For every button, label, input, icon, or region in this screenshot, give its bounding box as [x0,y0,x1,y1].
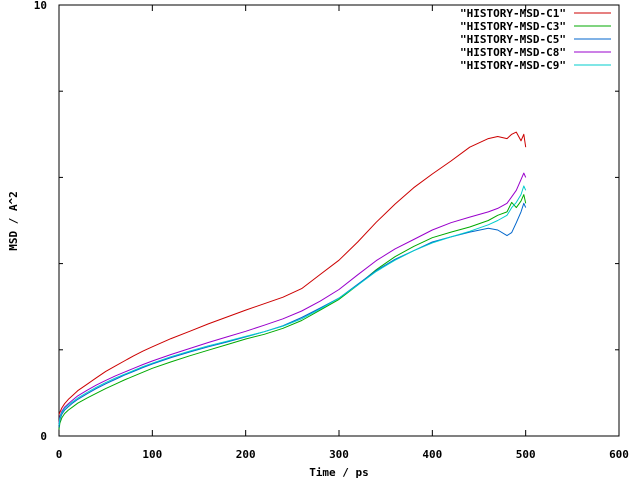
y-axis-label: MSD / A^2 [7,191,20,251]
axis-ticks: 0 100 200 300 400 500 600 0 10 [34,0,629,461]
x-tick-label: 500 [516,448,536,461]
series-line-1 [58,131,527,415]
series-line-4 [58,172,527,424]
legend-label-5: "HISTORY-MSD-C9" [460,59,566,72]
legend-label-4: "HISTORY-MSD-C8" [460,46,566,59]
series-lines [58,131,527,430]
x-tick-label: 300 [329,448,349,461]
legend: "HISTORY-MSD-C1""HISTORY-MSD-C3""HISTORY… [460,7,611,72]
x-tick-label: 100 [142,448,162,461]
series-line-5 [58,185,527,426]
legend-label-2: "HISTORY-MSD-C3" [460,20,566,33]
x-axis-label: Time / ps [309,466,369,479]
x-tick-label: 600 [609,448,629,461]
legend-label-3: "HISTORY-MSD-C5" [460,33,566,46]
y-tick-label: 10 [34,0,47,12]
legend-label-1: "HISTORY-MSD-C1" [460,7,566,20]
series-line-2 [58,194,527,430]
x-tick-label: 400 [422,448,442,461]
y-tick-label: 0 [40,430,47,443]
x-tick-label: 200 [236,448,256,461]
x-tick-label: 0 [56,448,63,461]
